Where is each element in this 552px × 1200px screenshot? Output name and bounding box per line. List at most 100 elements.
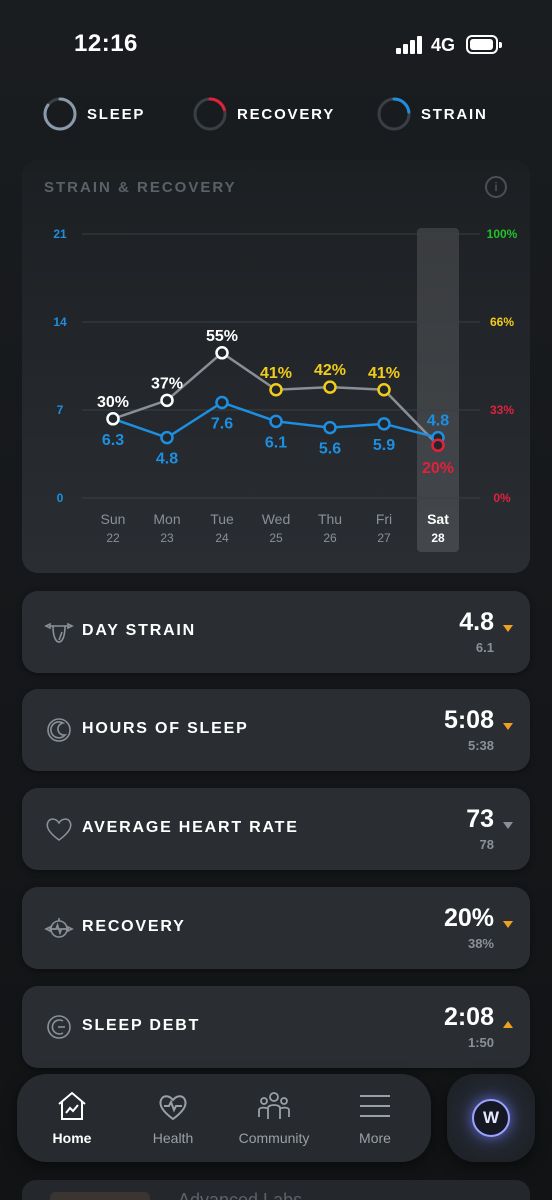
home-chart-icon (58, 1091, 86, 1120)
x-axis-day-label: Thu (318, 511, 342, 527)
tab-recovery[interactable]: RECOVERY (193, 94, 335, 134)
metric-value: 5:08 (443, 706, 494, 734)
recovery-label: 30% (97, 394, 129, 411)
x-axis-day-label: Fri (376, 511, 392, 527)
left-axis-tick: 21 (53, 227, 67, 241)
x-axis-date-label: 23 (160, 531, 174, 545)
strain-ring-icon (377, 97, 411, 131)
status-bar: 12:16 4G (0, 0, 552, 90)
left-axis-tick: 0 (57, 491, 64, 505)
trend-arrow-icon (503, 723, 513, 730)
recovery-point (215, 346, 229, 360)
metric-value: 4.8 (459, 608, 494, 636)
nav-health-label: Health (152, 1130, 194, 1146)
recovery-label: 37% (151, 375, 183, 392)
right-axis-tick: 66% (490, 315, 514, 329)
highlight-column (417, 228, 459, 552)
signal-icon (396, 36, 424, 54)
tab-sleep[interactable]: SLEEP (43, 94, 145, 134)
x-axis-day-label: Wed (262, 511, 291, 527)
x-axis-day-label: Tue (210, 511, 234, 527)
advanced-labs-title: Advanced Labs (178, 1190, 303, 1200)
recovery-label: 41% (368, 365, 400, 382)
heart-pulse-icon (159, 1095, 187, 1121)
strain-label: 7.6 (211, 415, 233, 432)
metric-label: HOURS OF SLEEP (82, 720, 249, 737)
trend-arrow-icon (503, 921, 513, 928)
nav-home-label: Home (52, 1130, 92, 1146)
recovery-point (160, 393, 174, 408)
metric-baseline: 38% (467, 936, 494, 951)
strain-recovery-chart: 21 14 7 0 100% 66% 33% 0% Sun 22 Mon 23 Tue 24 Wed 25 Th… (53, 227, 518, 552)
metric-baseline: 5:38 (467, 738, 494, 753)
strain-recovery-chart-card[interactable]: 21 14 7 0 100% 66% 33% 0% Sun 22 Mon 23 Tue 24 Wed 25 Th… (22, 160, 530, 573)
chart-title: STRAIN & RECOVERY (44, 179, 237, 196)
left-axis-tick: 7 (57, 403, 64, 417)
status-time: 12:16 (74, 30, 138, 57)
metric-label: SLEEP DEBT (82, 1017, 201, 1034)
metric-average-heart-rate[interactable]: AVERAGE HEART RATE 73 78 (22, 788, 530, 870)
strain-gauge-icon (44, 622, 74, 643)
x-axis-day-label: Sun (101, 511, 126, 527)
x-axis-date-label: 25 (269, 531, 283, 545)
top-tabs: SLEEP RECOVERY STRAIN (0, 94, 552, 134)
recovery-point (269, 383, 283, 397)
metric-hours-of-sleep[interactable]: HOURS OF SLEEP 5:08 5:38 (22, 689, 530, 771)
nav-health[interactable]: Health (123, 1074, 223, 1162)
tab-strain-label: STRAIN (421, 105, 488, 123)
nav-more[interactable]: More (325, 1074, 425, 1162)
whoop-logo: W (472, 1099, 510, 1137)
strain-point (160, 430, 174, 445)
metric-value: 2:08 (443, 1003, 494, 1031)
x-axis-day-label: Sat (427, 511, 449, 527)
network-label: 4G (431, 35, 456, 55)
strain-label: 5.6 (319, 441, 341, 458)
strain-label: 4.8 (427, 413, 449, 430)
info-icon[interactable]: i (485, 176, 507, 198)
strain-point (215, 395, 229, 410)
sleep-debt-icon (47, 1015, 71, 1039)
metric-label: AVERAGE HEART RATE (82, 819, 299, 836)
metric-recovery[interactable]: RECOVERY 20% 38% (22, 887, 530, 969)
x-axis-date-label: 28 (431, 531, 445, 545)
battery-icon (466, 35, 502, 54)
tab-recovery-label: RECOVERY (237, 105, 336, 123)
x-axis-date-label: 24 (215, 531, 229, 545)
right-axis-tick: 33% (490, 403, 514, 417)
nav-community-label: Community (238, 1130, 310, 1146)
bottom-nav: Home Health Community More (17, 1074, 431, 1162)
whoop-button[interactable]: W (447, 1074, 535, 1162)
arrow-shape (503, 822, 513, 829)
metric-label: RECOVERY (82, 918, 186, 935)
recovery-label: 42% (314, 362, 346, 379)
moon-icon (47, 718, 71, 742)
strain-point (323, 420, 337, 435)
metric-sleep-debt[interactable]: SLEEP DEBT 2:08 1:50 (22, 986, 530, 1068)
ring-progress (43, 97, 77, 131)
nav-community[interactable]: Community (224, 1074, 324, 1162)
trend-arrow-icon (503, 822, 513, 829)
x-axis-date-label: 26 (323, 531, 337, 545)
nav-home[interactable]: Home (22, 1074, 122, 1162)
right-axis-tick: 0% (493, 491, 511, 505)
tab-strain[interactable]: STRAIN (377, 94, 488, 134)
left-axis-tick: 14 (53, 315, 67, 329)
trend-arrow-icon (503, 625, 513, 632)
people-icon (258, 1092, 290, 1119)
metric-value: 73 (466, 805, 494, 833)
metric-value: 20% (443, 904, 494, 932)
metric-day-strain[interactable]: DAY STRAIN 4.8 6.1 (22, 591, 530, 673)
x-axis-date-label: 22 (106, 531, 120, 545)
metric-label: DAY STRAIN (82, 622, 197, 639)
recovery-label: 41% (260, 365, 292, 382)
heart-icon (46, 818, 72, 841)
strain-point (269, 414, 283, 429)
x-axis-day-label: Mon (153, 511, 180, 527)
metric-baseline: 78 (479, 837, 494, 852)
strain-label: 6.1 (265, 434, 287, 451)
recovery-label: 20% (422, 460, 454, 477)
ring-progress (193, 97, 227, 131)
advanced-labs-card[interactable]: Advanced Labs (22, 1180, 530, 1200)
recovery-point (323, 380, 337, 394)
x-axis-date-label: 27 (377, 531, 391, 545)
